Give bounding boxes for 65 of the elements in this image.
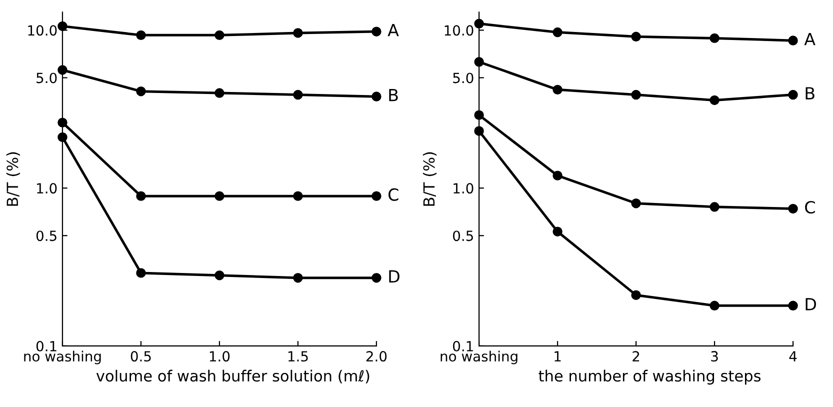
point <box>372 26 382 36</box>
x-tick-label: 2.0 <box>366 351 387 362</box>
series-label: D <box>389 270 400 282</box>
point <box>552 84 562 95</box>
point <box>631 32 641 42</box>
point <box>214 30 224 40</box>
point <box>293 28 303 38</box>
point <box>136 191 146 201</box>
point <box>293 191 303 201</box>
series-label: B <box>389 88 398 102</box>
y-tick-label: 0.5 <box>36 230 56 242</box>
point <box>293 90 303 100</box>
x-axis-title: volume of wash buffer solution (mℓ) <box>96 370 370 384</box>
series-label: C <box>388 188 398 201</box>
point <box>631 198 641 208</box>
point <box>631 290 641 300</box>
point <box>788 90 798 100</box>
point <box>214 191 224 201</box>
point <box>710 33 720 44</box>
point <box>552 170 562 180</box>
point <box>136 268 146 278</box>
point <box>710 300 720 311</box>
series-label: A <box>804 32 816 46</box>
point <box>631 90 641 100</box>
point <box>710 202 720 212</box>
y-axis-title: B/T (%) <box>422 152 437 206</box>
y-tick-label: 0.1 <box>453 340 473 352</box>
x-tick-label: 4 <box>789 351 797 362</box>
y-tick-label: 10.0 <box>444 25 474 36</box>
x-tick-label: 1.5 <box>288 351 308 362</box>
point <box>214 88 224 98</box>
y-tick-label: 5.0 <box>453 72 474 84</box>
point <box>372 191 382 201</box>
point <box>788 204 798 214</box>
point <box>552 27 562 38</box>
point <box>293 272 303 283</box>
x-tick-label: no washing <box>440 350 518 364</box>
y-axis-title: B/T (%) <box>6 152 20 206</box>
series-label: B <box>806 87 814 100</box>
point <box>552 226 562 236</box>
point <box>58 21 68 32</box>
point <box>710 95 720 106</box>
x-tick-label: no washing <box>24 350 101 364</box>
point <box>788 300 798 311</box>
x-axis-title: the number of washing steps <box>538 370 761 385</box>
series-label: D <box>806 298 816 310</box>
y-tick-label: 0.5 <box>453 230 473 242</box>
series-label: C <box>805 200 815 214</box>
x-tick-label: 3 <box>711 351 718 362</box>
x-tick-label: 1.0 <box>210 351 230 362</box>
point <box>372 272 382 283</box>
x-tick-label: 0.5 <box>130 351 151 362</box>
series-label: A <box>388 24 399 36</box>
x-tick-label: 2 <box>632 351 640 362</box>
y-tick-label: 1.0 <box>37 183 57 194</box>
y-tick-label: 0.1 <box>36 340 56 352</box>
point <box>136 30 146 40</box>
point <box>788 36 798 46</box>
x-tick-label: 1 <box>554 351 561 362</box>
y-tick-label: 1.0 <box>454 183 474 194</box>
y-tick-label: 5.0 <box>36 72 57 84</box>
point <box>372 92 382 102</box>
point <box>136 86 146 96</box>
y-tick-label: 10.0 <box>28 25 57 36</box>
point <box>214 270 224 280</box>
